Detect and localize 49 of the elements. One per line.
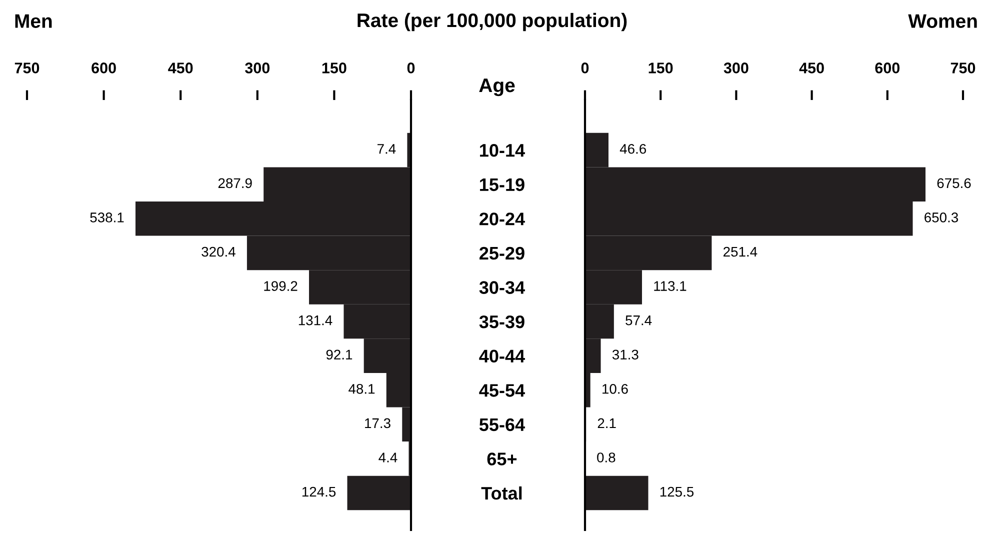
data-label: 92.1 bbox=[326, 350, 352, 360]
data-label: 48.1 bbox=[348, 384, 375, 394]
data-label: 650.3 bbox=[924, 212, 958, 222]
data-label: 17.3 bbox=[365, 418, 390, 428]
x-tick-label: 450 bbox=[168, 62, 193, 74]
data-label: 31.3 bbox=[612, 350, 638, 360]
y-tick-label: 55-64 bbox=[479, 418, 525, 432]
y-tick-label: 35-39 bbox=[479, 315, 524, 328]
y-tick-label: 10-14 bbox=[480, 144, 525, 157]
y-axis-title: Age bbox=[479, 78, 515, 96]
x-tick-label: 750 bbox=[14, 62, 40, 74]
data-label: 46.6 bbox=[620, 144, 646, 154]
data-label: 538.1 bbox=[90, 212, 124, 222]
y-tick-label: 25-29 bbox=[480, 246, 524, 260]
x-tick-label: 0 bbox=[407, 62, 415, 74]
chart-title: Women bbox=[908, 14, 977, 28]
y-tick-label: 20-24 bbox=[480, 212, 525, 226]
data-label: 7.4 bbox=[378, 144, 396, 154]
x-tick-label: 0 bbox=[581, 62, 589, 74]
data-label: 2.1 bbox=[598, 418, 616, 428]
data-label: 57.4 bbox=[626, 316, 652, 326]
data-label: 199.2 bbox=[264, 281, 298, 291]
x-tick-label: 150 bbox=[322, 62, 346, 74]
x-tick-label: 600 bbox=[92, 62, 116, 74]
data-label: 131.4 bbox=[298, 315, 332, 326]
x-tick-label: 300 bbox=[724, 62, 748, 74]
x-tick-label: 450 bbox=[799, 62, 824, 74]
data-label: 125.5 bbox=[660, 486, 694, 497]
x-tick-label: 750 bbox=[950, 62, 976, 74]
x-tick-label: 150 bbox=[648, 62, 673, 74]
data-label: 113.1 bbox=[654, 281, 686, 291]
y-tick-label: 30-34 bbox=[479, 281, 525, 294]
x-tick-label: 300 bbox=[245, 62, 270, 74]
data-label: 287.9 bbox=[218, 178, 252, 188]
y-tick-label: 15-19 bbox=[480, 178, 524, 192]
y-tick-label: 45-54 bbox=[479, 384, 525, 397]
data-label: 675.6 bbox=[937, 178, 971, 188]
x-tick-label: 600 bbox=[875, 62, 900, 74]
data-label: 251.4 bbox=[724, 246, 758, 257]
data-label: 320.4 bbox=[202, 246, 236, 257]
y-tick-label: Total bbox=[481, 486, 522, 500]
data-label: 10.6 bbox=[602, 384, 628, 394]
chart-title: Men bbox=[15, 14, 52, 28]
text: Rate (per 100,000 population) bbox=[358, 12, 627, 32]
data-label: 4.4 bbox=[378, 452, 398, 462]
y-tick-label: 65+ bbox=[487, 452, 517, 466]
data-label: 124.5 bbox=[302, 486, 336, 497]
data-label: 0.8 bbox=[597, 452, 616, 462]
y-tick-label: 40-44 bbox=[479, 350, 525, 363]
